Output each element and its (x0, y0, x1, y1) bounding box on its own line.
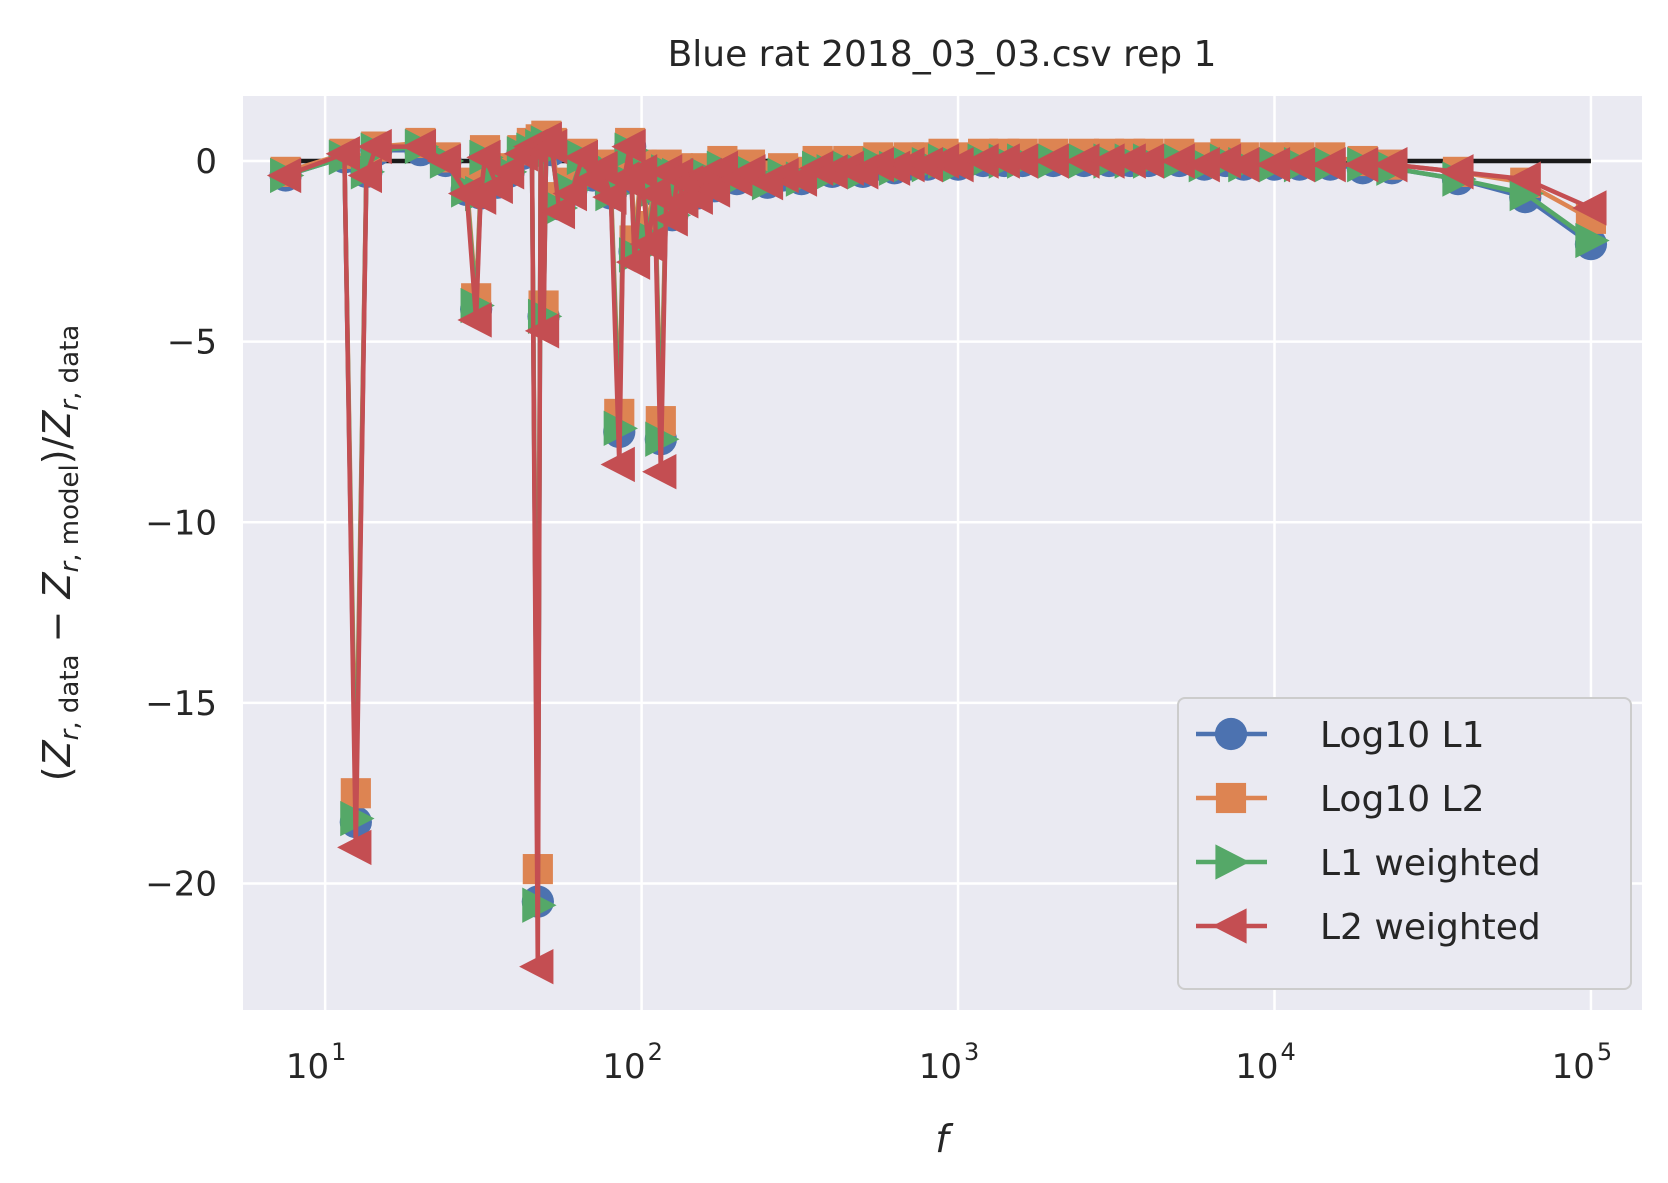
data-point (552, 175, 588, 212)
data-point (1343, 146, 1379, 183)
data-point (600, 446, 635, 483)
legend: Log10 L1 Log10 L2 L1 weighted L2 weighted (1177, 697, 1632, 990)
data-point (1185, 146, 1220, 183)
legend-marker (1215, 844, 1250, 880)
x-tick-label: 10 5 (1552, 1038, 1613, 1087)
data-point (1111, 143, 1146, 179)
x-tick-label: 10 3 (919, 1038, 980, 1087)
x-tick-exponent: 4 (1280, 1038, 1295, 1066)
data-point (1225, 146, 1260, 183)
data-point (939, 146, 974, 183)
data-point (266, 157, 302, 194)
legend-entry: L1 weighted (1196, 843, 1541, 884)
data-point (611, 128, 646, 165)
data-point (813, 154, 848, 190)
x-tick-base: 10 (286, 1047, 329, 1087)
x-tick-label: 10 1 (286, 1038, 347, 1087)
legend-marker (1215, 782, 1247, 814)
x-tick-labels: 10 1 10 2 10 3 10 4 10 5 (286, 1038, 1612, 1087)
data-point (1065, 143, 1100, 179)
y-tick-label: −10 (145, 503, 217, 543)
data-point (985, 143, 1020, 179)
data-point (859, 146, 894, 183)
data-point (635, 175, 671, 212)
svg-text:(Zr, data − Zr, model)/Zr, dat: (Zr, data − Zr, model)/Zr, data (35, 325, 85, 781)
data-point (1439, 154, 1474, 190)
y-tick-label: −5 (167, 323, 217, 363)
data-point (1090, 143, 1125, 179)
data-point (653, 201, 688, 237)
x-tick-base: 10 (919, 1047, 962, 1087)
data-point (466, 139, 501, 176)
legend-label: L1 weighted (1320, 843, 1541, 884)
data-point (764, 157, 799, 194)
data-point (964, 143, 999, 179)
y-tick-label: −20 (145, 865, 217, 905)
legend-marker (1212, 908, 1247, 944)
x-tick-label: 10 4 (1235, 1038, 1296, 1087)
x-tick-exponent: 2 (648, 1038, 663, 1066)
data-point (1506, 161, 1541, 197)
data-point (1160, 143, 1195, 179)
series-group (266, 120, 1610, 985)
data-point (642, 454, 677, 490)
series-l2-weighted (266, 121, 1607, 985)
data-point (1129, 143, 1165, 179)
y-axis-label: (Zr, data − Zr, model)/Zr, data (35, 325, 85, 781)
x-tick-base: 10 (1235, 1047, 1278, 1087)
data-point (1034, 143, 1069, 179)
x-tick-exponent: 1 (331, 1038, 346, 1066)
legend-label: Log10 L2 (1320, 779, 1485, 820)
legend-label: L2 weighted (1320, 907, 1541, 948)
data-point (592, 179, 627, 215)
data-point (1311, 146, 1346, 183)
y-tick-label: 0 (195, 142, 217, 182)
x-tick-exponent: 5 (1597, 1038, 1612, 1066)
y-tick-labels: 0 −5 −10 −15 −20 (145, 142, 217, 905)
data-point (1003, 143, 1039, 179)
x-tick-base: 10 (1552, 1047, 1595, 1087)
legend-label: Log10 L1 (1320, 715, 1485, 756)
x-tick-exponent: 3 (964, 1038, 979, 1066)
data-point (540, 193, 576, 230)
legend-box (1177, 697, 1632, 990)
data-point (629, 226, 664, 262)
x-tick-base: 10 (602, 1047, 645, 1087)
data-point (357, 128, 392, 165)
data-point (325, 136, 360, 172)
legend-entry: L2 weighted (1196, 907, 1541, 948)
data-point (426, 143, 462, 179)
legend-entry: Log10 L2 (1196, 779, 1485, 820)
data-point (1255, 146, 1291, 183)
data-point (1572, 190, 1607, 226)
data-point (1373, 146, 1408, 183)
legend-marker (1214, 717, 1248, 751)
data-point (401, 128, 437, 165)
data-point (1575, 222, 1610, 259)
data-point (524, 313, 560, 349)
data-point (908, 146, 943, 183)
data-point (1206, 143, 1242, 179)
legend-entry: Log10 L1 (1196, 715, 1485, 756)
data-point (489, 154, 525, 190)
data-point (1280, 146, 1316, 183)
data-point (457, 302, 492, 338)
chart-title: Blue rat 2018_03_03.csv rep 1 (668, 34, 1217, 75)
data-point (519, 948, 554, 985)
data-point (533, 128, 568, 165)
data-point (347, 157, 383, 194)
data-point (622, 154, 658, 190)
data-point (583, 150, 618, 186)
x-tick-label: 10 2 (602, 1038, 663, 1087)
y-tick-label: −15 (145, 684, 217, 724)
x-axis-label: f (935, 1117, 954, 1161)
data-point (695, 172, 731, 208)
data-point (890, 146, 925, 183)
data-point (615, 244, 651, 280)
data-point (337, 829, 372, 866)
